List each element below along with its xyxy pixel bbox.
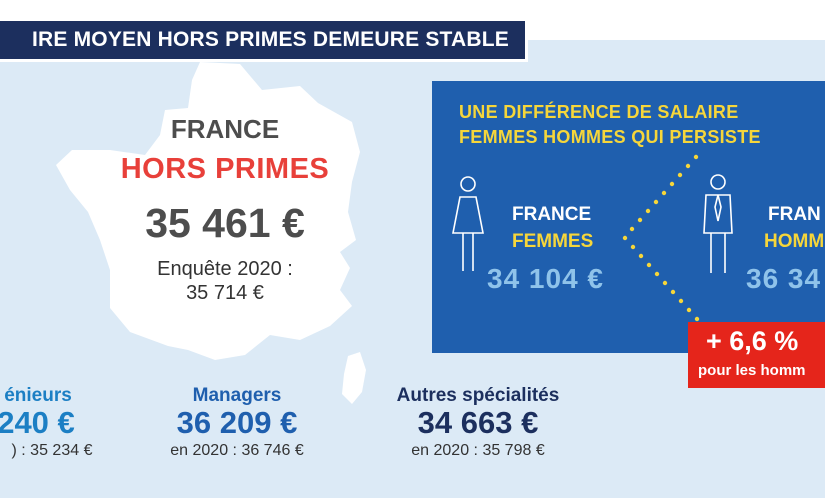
men-salary-value: 36 34 — [746, 263, 822, 294]
category-managers-label: Managers — [192, 385, 282, 406]
france-previous-survey-label: Enquête 2020 : — [157, 258, 293, 280]
woman-icon — [452, 176, 484, 271]
france-label: FRANCE — [170, 114, 280, 144]
men-label-line2: HOMM — [764, 231, 825, 252]
category-others-note: en 2020 : 35 798 € — [411, 442, 545, 459]
france-subtitle: HORS PRIMES — [120, 153, 330, 185]
category-managers-value: 36 209 € — [176, 405, 298, 440]
men-label-line1: FRAN — [768, 204, 821, 225]
category-engineers-note: ) : 35 234 € — [11, 442, 93, 459]
france-salary-value: 35 461 € — [145, 200, 305, 246]
gender-gap-box: UNE DIFFÉRENCE DE SALAIRE FEMMES HOMMES … — [432, 81, 825, 353]
women-label-line2: FEMMES — [512, 231, 594, 252]
gap-graphics — [452, 154, 733, 322]
gap-title-line1: UNE DIFFÉRENCE DE SALAIRE — [459, 102, 739, 122]
category-engineers-value: 240 € — [0, 405, 75, 440]
man-icon — [703, 174, 733, 273]
dotted-chevron-connector — [622, 154, 700, 322]
women-salary-value: 34 104 € — [487, 263, 604, 294]
gap-percentage-note: pour les homm — [698, 362, 806, 379]
women-label-line1: FRANCE — [512, 204, 592, 225]
page-title: IRE MOYEN HORS PRIMES DEMEURE STABLE — [0, 18, 528, 62]
category-others-label: Autres spécialités — [396, 385, 560, 406]
category-managers-note: en 2020 : 36 746 € — [170, 442, 304, 459]
gap-title-line2: FEMMES HOMMES QUI PERSISTE — [459, 127, 761, 147]
category-engineers-label: énieurs — [4, 385, 72, 406]
gap-percentage-badge: + 6,6 % pour les homm — [688, 322, 825, 388]
gap-percentage-value: + 6,6 % — [706, 326, 799, 356]
category-others-value: 34 663 € — [417, 405, 539, 440]
france-previous-survey-value: 35 714 € — [186, 282, 264, 304]
